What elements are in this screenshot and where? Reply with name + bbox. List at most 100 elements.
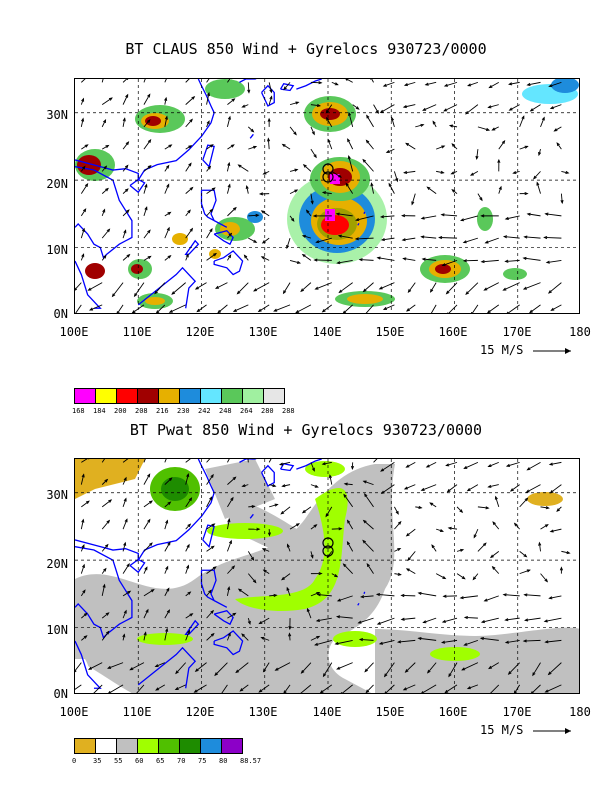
wind-vector [440, 639, 458, 644]
wind-vector [316, 593, 332, 597]
wind-vector [462, 259, 478, 263]
wind-vector [321, 304, 333, 313]
wind-vector [164, 144, 173, 150]
wind-vector [262, 662, 270, 673]
wind-vector [331, 170, 343, 178]
wind-vector [488, 81, 499, 89]
wind-vector [382, 304, 395, 310]
wind-vector [321, 191, 332, 195]
panel2-gridlines [75, 459, 579, 693]
wind-vector [237, 588, 249, 597]
wind-vector [459, 215, 479, 222]
wind-vector [448, 662, 458, 678]
coastline [75, 166, 133, 259]
wind-vector [471, 304, 479, 313]
wind-vector [336, 662, 353, 670]
wind-vector [268, 95, 273, 105]
coastline [280, 462, 295, 472]
wind-vector [429, 282, 437, 293]
wind-vector [185, 473, 190, 485]
wind-vector [436, 528, 445, 533]
wind-vector [248, 504, 256, 509]
panel1-gridlines [75, 79, 579, 313]
panel2-xlabel: 160E [438, 705, 468, 719]
colorbar-swatch [74, 388, 96, 404]
wind-vector [492, 521, 500, 530]
wind-vector [101, 583, 106, 596]
wind-vector [80, 518, 85, 530]
wind-vector [509, 484, 520, 492]
wind-vector [243, 254, 249, 261]
wind-vector [80, 563, 85, 574]
colorbar-swatch [179, 738, 201, 754]
wind-vector [331, 527, 343, 531]
wind-vector [164, 627, 169, 641]
wind-vector [405, 461, 416, 468]
wind-vector [258, 192, 270, 196]
wind-vector [504, 215, 520, 220]
colorbar-swatch [116, 738, 138, 754]
wind-vector [80, 183, 89, 194]
wind-vector [260, 636, 270, 641]
colorbar-label: 200 [114, 407, 127, 415]
wind-vector [407, 551, 416, 562]
wind-vector [420, 215, 437, 220]
colorbar-swatch [116, 388, 138, 404]
panel1-coastlines [75, 79, 366, 309]
wind-vector [164, 226, 170, 239]
wind-vector [143, 119, 151, 128]
wind-vector [143, 93, 151, 105]
wind-vector [442, 594, 458, 598]
wind-vector [282, 282, 291, 295]
wind-vector [87, 282, 103, 291]
wind-vector [305, 209, 312, 217]
panel1-ylabel: 20N [46, 177, 68, 191]
wind-vector [81, 79, 86, 83]
wind-vector [337, 234, 353, 239]
panel2-ylabel: 0N [53, 687, 68, 701]
colorbar-label: 208 [135, 407, 148, 415]
wind-vector [273, 304, 291, 312]
wind-vector [479, 636, 499, 641]
wind-vector [404, 662, 416, 673]
panel1-ylabel: 10N [46, 243, 68, 257]
wind-vector [314, 282, 332, 290]
wind-vector [378, 639, 395, 645]
wind-vector [524, 617, 541, 622]
wind-vector [101, 254, 107, 261]
wind-vector [248, 527, 261, 531]
colorbar-swatch [137, 388, 159, 404]
coastline [296, 459, 322, 470]
wind-vector [335, 615, 353, 619]
wind-vector [540, 116, 545, 128]
wind-vector [463, 461, 479, 469]
coastline [202, 144, 215, 168]
wind-vector [548, 595, 562, 600]
wind-vector [310, 462, 315, 472]
wind-vector [400, 617, 416, 621]
wind-vector [403, 484, 416, 490]
coastline [129, 558, 146, 574]
wind-vector [345, 182, 354, 194]
wind-vector [174, 684, 186, 690]
wind-vector [247, 82, 251, 94]
wind-vector [122, 609, 127, 619]
wind-vector [143, 608, 149, 619]
wind-vector [451, 188, 458, 194]
wind-vector [364, 493, 374, 508]
wind-vector [362, 539, 374, 552]
wind-vector [164, 587, 170, 597]
wind-vector [417, 591, 437, 597]
wind-vector [466, 684, 479, 690]
panel1-gyre-marker [322, 163, 334, 183]
wind-vector [269, 484, 277, 488]
wind-vector [319, 684, 333, 693]
wind-vector [206, 120, 210, 128]
panel1-xlabel: 140E [312, 325, 342, 339]
wind-vector [538, 541, 542, 552]
wind-vector [122, 518, 128, 530]
coastline [213, 250, 244, 276]
panel2-reference-vector: 15 M/S [480, 723, 575, 737]
wind-vector [289, 259, 302, 264]
wind-vector [544, 639, 562, 644]
